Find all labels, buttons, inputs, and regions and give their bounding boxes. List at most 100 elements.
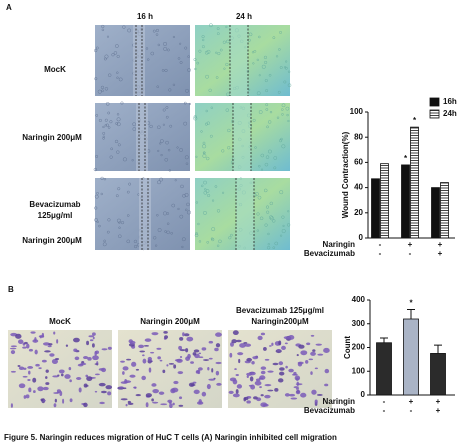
stained-cell — [264, 383, 272, 387]
stained-cell — [310, 351, 316, 356]
stained-cell — [192, 352, 197, 356]
stained-cell — [314, 367, 318, 370]
stained-cell — [239, 343, 246, 348]
stained-cell — [157, 356, 161, 360]
stained-cell — [122, 366, 129, 371]
cell-texture — [145, 47, 149, 50]
cell-texture — [277, 90, 281, 94]
cell-texture — [186, 210, 191, 215]
cell-texture — [267, 232, 270, 236]
cell-texture — [281, 229, 286, 233]
stained-cell — [178, 345, 183, 350]
stained-cell — [135, 394, 142, 397]
stained-cell — [69, 398, 73, 403]
stained-cell — [293, 386, 300, 389]
cell-texture — [93, 167, 97, 172]
stained-cell — [151, 383, 157, 387]
condition-value: + — [436, 406, 441, 415]
stained-cell — [10, 370, 16, 373]
cell-texture — [155, 33, 159, 36]
condition-value: + — [408, 240, 413, 249]
stained-cell — [92, 336, 95, 340]
stained-cell — [211, 368, 214, 373]
stained-cell — [179, 337, 184, 341]
cell-texture — [116, 54, 120, 58]
stained-cell — [257, 335, 263, 341]
stained-cell — [215, 343, 221, 348]
stained-cell — [28, 387, 32, 393]
stained-cell — [279, 367, 285, 371]
cell-texture — [272, 36, 276, 40]
stained-cell — [27, 379, 31, 382]
cell-texture — [283, 80, 287, 84]
cell-texture — [128, 182, 132, 186]
stained-cell — [162, 369, 166, 374]
cell-texture — [157, 149, 160, 152]
cell-texture — [103, 57, 107, 61]
stained-cell — [64, 374, 71, 379]
cell-texture — [187, 55, 190, 58]
legend-label: 16h — [443, 97, 457, 106]
cell-texture — [116, 113, 120, 116]
cell-texture — [159, 177, 164, 182]
stained-cell — [41, 359, 47, 363]
cell-texture — [160, 139, 164, 143]
cell-texture — [102, 135, 105, 138]
condition-label: Naringin — [323, 240, 356, 249]
stained-cell — [193, 389, 200, 395]
cell-texture — [226, 92, 230, 97]
cell-texture — [98, 118, 102, 122]
cell-texture — [257, 195, 262, 200]
stained-cell — [35, 363, 40, 367]
cell-texture — [172, 35, 175, 39]
stained-cell — [129, 374, 136, 378]
stained-cell — [182, 332, 185, 337]
row-label: Naringin 200μM — [22, 236, 82, 245]
stained-cell — [244, 343, 252, 347]
stained-cell — [45, 382, 50, 385]
cell-texture — [113, 51, 118, 55]
cell-texture — [161, 69, 165, 72]
cell-texture — [103, 177, 107, 181]
stained-cell — [107, 346, 112, 350]
cell-texture — [206, 121, 210, 125]
cell-texture — [94, 77, 98, 81]
cell-texture — [195, 232, 198, 236]
cell-texture — [167, 48, 170, 52]
cell-texture — [174, 179, 177, 182]
stained-cell — [142, 354, 145, 357]
stained-cell — [288, 368, 294, 373]
stained-cell — [145, 402, 149, 408]
stained-cell — [28, 370, 31, 375]
stained-cell — [142, 358, 147, 364]
cell-texture — [202, 144, 207, 149]
cell-texture — [205, 109, 208, 113]
cell-texture — [156, 214, 159, 217]
cell-texture — [261, 168, 264, 171]
cell-texture — [225, 62, 229, 67]
stained-cell — [311, 389, 317, 395]
stained-cell — [87, 357, 92, 361]
cell-texture — [264, 79, 268, 83]
stained-cell — [236, 384, 243, 389]
cell-texture — [265, 108, 269, 111]
stained-cell — [68, 367, 72, 371]
cell-texture — [264, 223, 268, 227]
cell-texture — [267, 120, 272, 124]
cell-texture — [101, 24, 105, 29]
cell-texture — [265, 205, 270, 209]
stained-cell — [315, 343, 322, 346]
cell-texture — [152, 29, 156, 33]
cell-texture — [281, 108, 284, 111]
cell-texture — [279, 139, 283, 143]
cell-texture — [105, 102, 110, 106]
cell-texture — [287, 70, 291, 73]
condition-value: + — [438, 249, 443, 258]
cell-texture — [201, 45, 205, 49]
stained-cell — [86, 340, 90, 346]
cell-texture — [194, 67, 197, 71]
stained-cell — [107, 391, 112, 396]
cell-texture — [183, 101, 187, 105]
cell-texture — [216, 27, 220, 30]
stained-cell — [283, 336, 290, 340]
